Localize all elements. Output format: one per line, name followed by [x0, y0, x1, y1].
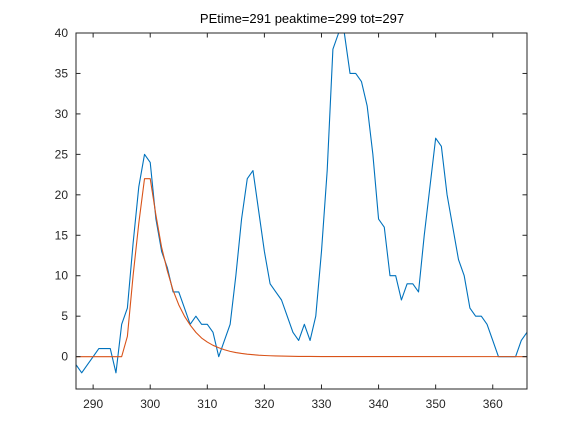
- y-tick-label: 30: [55, 107, 69, 121]
- x-tick-label: 310: [197, 397, 217, 411]
- axes-box: [75, 32, 528, 390]
- series-line-1: [75, 32, 528, 374]
- y-tick-label: 20: [55, 188, 69, 202]
- x-tick-label: 350: [426, 397, 446, 411]
- y-tick-label: 35: [55, 66, 69, 80]
- series-line-2: [76, 178, 528, 358]
- y-tick-label: 5: [61, 309, 68, 323]
- y-tick-label: 25: [55, 147, 69, 161]
- x-tick-label: 360: [483, 397, 503, 411]
- x-tick-label: 330: [311, 397, 331, 411]
- y-tick-label: 0: [61, 350, 68, 364]
- x-axis: 290 300 310 320 330 340 350 360: [83, 33, 503, 411]
- x-tick-label: 290: [83, 397, 103, 411]
- y-axis: 0 5 10 15 20 25 30 35 40: [55, 26, 527, 364]
- y-tick-label: 15: [55, 228, 69, 242]
- chart-title: PEtime=291 peaktime=299 tot=297: [200, 11, 404, 26]
- y-tick-label: 40: [55, 26, 69, 40]
- x-tick-label: 300: [140, 397, 160, 411]
- x-tick-label: 340: [369, 397, 389, 411]
- series-layer: [75, 32, 528, 374]
- x-tick-label: 320: [254, 397, 274, 411]
- y-tick-label: 10: [55, 269, 69, 283]
